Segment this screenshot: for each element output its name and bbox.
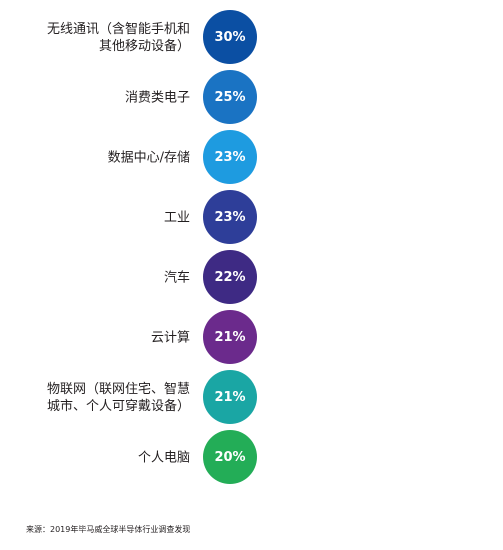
value-label: 25% — [214, 89, 246, 105]
chart-row: 无线通讯（含智能手机和 其他移动设备） 30% — [0, 10, 503, 66]
value-label: 22% — [214, 269, 246, 285]
category-label: 工业 — [163, 210, 190, 226]
value-circle: 21% — [203, 310, 257, 364]
category-label: 汽车 — [163, 270, 190, 286]
chart-row: 云计算 21% — [0, 310, 503, 366]
value-label: 23% — [214, 149, 246, 165]
value-label: 20% — [214, 449, 246, 465]
chart-row: 数据中心/存储 23% — [0, 130, 503, 186]
chart-row: 工业 23% — [0, 190, 503, 246]
category-label: 个人电脑 — [137, 450, 190, 466]
value-label: 23% — [214, 209, 246, 225]
chart-row: 消费类电子 25% — [0, 70, 503, 126]
chart: 无线通讯（含智能手机和 其他移动设备） 30% 消费类电子 25% 数据中心/存储 23%… — [0, 10, 503, 486]
category-label: 数据中心/存储 — [107, 150, 190, 166]
value-circle: 20% — [203, 430, 257, 484]
value-circle: 22% — [203, 250, 257, 304]
value-circle: 25% — [203, 70, 257, 124]
value-circle: 23% — [203, 190, 257, 244]
category-label: 消费类电子 — [124, 90, 190, 106]
value-circle: 30% — [203, 10, 257, 64]
value-label: 21% — [214, 389, 246, 405]
chart-row: 汽车 22% — [0, 250, 503, 306]
category-label: 无线通讯（含智能手机和 其他移动设备） — [46, 22, 190, 54]
value-circle: 23% — [203, 130, 257, 184]
value-label: 21% — [214, 329, 246, 345]
category-label: 云计算 — [150, 330, 190, 346]
chart-row: 物联网（联网住宅、智慧 城市、个人可穿戴设备） 21% — [0, 370, 503, 426]
chart-row: 个人电脑 20% — [0, 430, 503, 486]
value-circle: 21% — [203, 370, 257, 424]
value-label: 30% — [214, 29, 246, 45]
source-note: 来源：2019年毕马威全球半导体行业调查发现 — [26, 525, 191, 534]
category-label: 物联网（联网住宅、智慧 城市、个人可穿戴设备） — [46, 382, 190, 414]
